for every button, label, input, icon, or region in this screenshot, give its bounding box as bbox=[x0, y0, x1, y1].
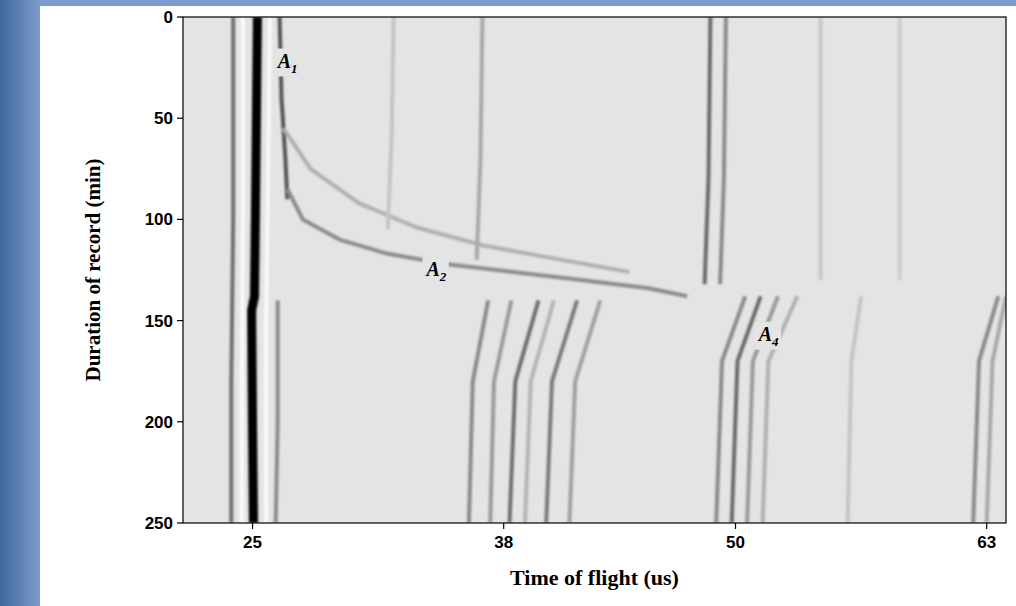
y-tick-label: 100 bbox=[145, 210, 173, 229]
annotation-patch bbox=[422, 257, 448, 285]
wave-trace bbox=[276, 300, 278, 523]
x-tick-label: 25 bbox=[243, 533, 262, 552]
annotation-text: A bbox=[757, 323, 772, 345]
y-tick-label: 200 bbox=[145, 413, 173, 432]
y-tick bbox=[177, 16, 183, 17]
annotation-text: A bbox=[424, 258, 439, 280]
annotation-sub: 1 bbox=[291, 61, 298, 76]
y-tick-label: 250 bbox=[145, 514, 173, 533]
x-tick bbox=[252, 523, 253, 529]
wave-trace bbox=[252, 17, 258, 523]
annotation-patch bbox=[755, 322, 781, 350]
y-tick bbox=[177, 219, 183, 220]
chart: 0 50 100 150 200 250 25 38 50 63 Time of flight (u… bbox=[0, 0, 1016, 606]
wave-trace bbox=[720, 17, 726, 284]
wave-trace bbox=[848, 296, 862, 523]
wave-trace bbox=[898, 17, 902, 280]
x-tick-label: 63 bbox=[977, 533, 996, 552]
annotation-sub: 2 bbox=[439, 269, 447, 284]
wave-trace bbox=[284, 128, 630, 272]
slide-band bbox=[40, 0, 1016, 6]
wave-trace bbox=[973, 296, 998, 523]
wave-trace bbox=[266, 17, 270, 523]
traces bbox=[231, 17, 1006, 523]
wave-trace bbox=[569, 300, 600, 523]
annotation-text: A bbox=[276, 50, 291, 72]
annotation-patch bbox=[274, 49, 300, 77]
plot-frame bbox=[183, 17, 1006, 523]
annotation: A2 bbox=[424, 258, 446, 284]
y-tick-label: 150 bbox=[145, 312, 173, 331]
wave-trace bbox=[388, 17, 394, 230]
y-tick bbox=[177, 522, 183, 523]
wave-trace bbox=[231, 17, 233, 523]
annotation-sub: 4 bbox=[771, 334, 779, 349]
wave-trace bbox=[705, 17, 711, 284]
x-tick-label: 38 bbox=[494, 533, 513, 552]
y-tick-label: 50 bbox=[154, 109, 173, 128]
x-tick-label: 50 bbox=[726, 533, 745, 552]
annotation: A1 bbox=[276, 50, 298, 76]
wave-trace bbox=[510, 300, 539, 523]
x-tick bbox=[986, 523, 987, 529]
wave-trace bbox=[716, 296, 745, 523]
wave-trace bbox=[819, 17, 823, 280]
wave-trace bbox=[477, 17, 483, 260]
y-tick-label: 0 bbox=[164, 8, 173, 27]
wave-trace bbox=[280, 17, 288, 199]
y-axis-title: Duration of record (min) bbox=[81, 159, 105, 382]
plot-background bbox=[183, 17, 1006, 523]
wave-trace bbox=[469, 300, 488, 523]
wave-trace bbox=[987, 296, 1006, 523]
y-tick bbox=[177, 118, 183, 119]
y-tick bbox=[177, 320, 183, 321]
x-tick bbox=[735, 523, 736, 529]
wave-trace bbox=[242, 17, 243, 523]
wave-trace bbox=[287, 189, 687, 296]
x-axis-title: Time of flight (us) bbox=[510, 565, 679, 590]
y-tick bbox=[177, 421, 183, 422]
x-tick bbox=[503, 523, 504, 529]
wave-trace bbox=[490, 300, 511, 523]
annotation: A4 bbox=[757, 323, 779, 349]
